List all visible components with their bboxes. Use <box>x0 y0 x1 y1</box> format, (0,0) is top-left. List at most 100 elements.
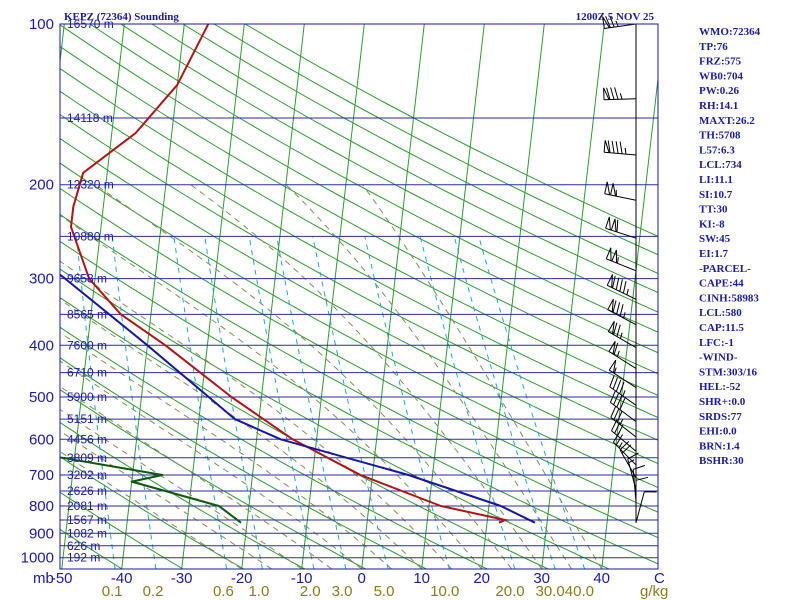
moist-adiabat-line <box>95 184 513 569</box>
height-label: 2081 m <box>67 499 107 513</box>
index-entry: EI:1.7 <box>699 248 729 260</box>
temperature-tick-label: -20 <box>231 570 253 587</box>
dry-adiabat-line <box>60 421 305 569</box>
isotherm-line <box>541 24 605 569</box>
isotherm-line <box>60 24 65 66</box>
dry-adiabat-line <box>151 24 658 294</box>
dry-adiabat-line <box>60 357 427 569</box>
pressure-label: 700 <box>29 467 54 484</box>
temperature-tick-label: 10 <box>413 570 430 587</box>
index-entry: FRZ:575 <box>699 56 742 68</box>
height-label: 16570 m <box>67 17 114 31</box>
dry-adiabat-line <box>60 326 488 569</box>
pressure-unit-label: mb <box>33 570 54 587</box>
parcel-profile-line <box>60 273 536 524</box>
dry-adiabat-line <box>60 162 658 489</box>
isotherm-line <box>481 24 545 569</box>
temperature-tick-label: 40 <box>593 570 610 587</box>
index-entry: TT:30 <box>699 204 728 216</box>
mixing-ratio-line <box>419 236 516 569</box>
mixing-ratio-line <box>111 236 157 569</box>
pressure-label: 800 <box>29 498 54 515</box>
wind-barb <box>609 390 637 422</box>
height-label: 1567 m <box>67 513 107 527</box>
isotherm-line <box>0 24 4 569</box>
isotherm-line <box>241 24 305 569</box>
mixing-ratio-line <box>453 236 556 569</box>
height-label: 3202 m <box>67 468 107 482</box>
index-entry: LCL:734 <box>699 159 742 171</box>
pressure-labels: 100 200 300 400 500 600 700 800 900 1000 <box>21 16 54 567</box>
height-labels: 16570 m 14118 m 12320 m 10880 m 9658 m 8565 m… <box>67 17 114 565</box>
temperature-tick-label: 30 <box>533 570 550 587</box>
dry-adiabat-line <box>60 90 658 419</box>
moist-adiabat-line <box>60 430 272 569</box>
mixing-ratio-tick-label: 2.0 <box>300 583 321 600</box>
index-entry: SHR+:0.0 <box>699 396 746 408</box>
height-label: 8565 m <box>67 307 107 321</box>
dry-adiabat-line <box>60 491 184 569</box>
mixing-ratio-tick-label: 30.0 <box>535 583 564 600</box>
wind-barb <box>607 320 637 349</box>
wind-barb <box>604 181 637 201</box>
mixing-ratio-tick-labels: 0.1 0.2 0.6 1.0 2.0 3.0 5.0 10.0 20.0 30.0 40.0 <box>102 583 594 600</box>
isotherm-line <box>361 24 425 569</box>
moist-adiabat-line <box>60 299 423 569</box>
wind-barb <box>610 405 637 438</box>
dry-adiabat-line <box>60 67 658 396</box>
dewpoint-profile-line <box>60 456 242 524</box>
mixing-ratio-tick-label: 1.0 <box>248 583 269 600</box>
index-entry: -PARCEL- <box>699 263 751 275</box>
dry-adiabat-line <box>60 297 549 569</box>
temperature-profile-line <box>70 24 507 524</box>
wind-barb <box>635 491 657 523</box>
dry-adiabat-line <box>60 137 658 465</box>
wind-barb <box>608 341 637 369</box>
dry-adiabat-line <box>213 24 658 256</box>
index-entry: CINH:58983 <box>699 292 759 304</box>
isotherm-line <box>601 74 658 569</box>
moist-adiabat-line <box>60 408 302 569</box>
wind-barb <box>603 140 637 156</box>
dry-adiabat-line <box>182 24 658 274</box>
height-label: 12320 m <box>67 178 114 192</box>
pressure-label: 1000 <box>21 550 54 567</box>
height-label: 5151 m <box>67 412 107 426</box>
sounding-series <box>60 24 536 524</box>
sounding-time: 1200Z 5 NOV 25 <box>576 11 655 23</box>
mixing-ratio-tick-label: 0.6 <box>213 583 234 600</box>
index-entry: SW:45 <box>699 233 731 245</box>
index-entry: KI:-8 <box>699 218 725 230</box>
dry-adiabat-line <box>60 389 366 569</box>
pressure-label: 500 <box>29 389 54 406</box>
mixing-ratio-line <box>248 236 315 569</box>
mixing-ratio-tick-label: 20.0 <box>495 583 524 600</box>
pressure-label: 400 <box>29 337 54 354</box>
wind-barb <box>605 216 637 239</box>
index-entry: TP:76 <box>699 41 728 53</box>
temperature-tick-label: -10 <box>291 570 313 587</box>
moist-adiabat-lines <box>60 184 603 569</box>
index-entry: BRN:1.4 <box>699 440 740 452</box>
mixing-ratio-tick-label: 40.0 <box>565 583 594 600</box>
dry-adiabat-line <box>60 45 658 375</box>
wind-barb <box>605 247 637 272</box>
index-entry: BSHR:30 <box>699 455 744 467</box>
plot-frame <box>59 23 659 570</box>
height-label: 5900 m <box>67 390 107 404</box>
temperature-unit-label: C <box>654 570 665 587</box>
mixing-ratio-tick-label: 3.0 <box>332 583 353 600</box>
dry-adiabat-line <box>120 24 658 313</box>
mixing-ratio-tick-label: 0.2 <box>143 583 164 600</box>
height-label: 2626 m <box>67 484 107 498</box>
index-entry: EHI:0.0 <box>699 426 737 438</box>
dry-adiabat-line <box>60 187 658 513</box>
isotherm-line <box>301 24 365 569</box>
pressure-label: 100 <box>29 16 54 33</box>
height-label: 6710 m <box>67 366 107 380</box>
stability-indices-panel: WMO:72364 TP:76 FRZ:575 WB0:704 PW:0.26 RH:14… <box>699 26 761 467</box>
height-label: 4456 m <box>67 432 107 446</box>
dry-adiabat-line <box>60 240 658 565</box>
dry-adiabat-line <box>60 456 245 569</box>
